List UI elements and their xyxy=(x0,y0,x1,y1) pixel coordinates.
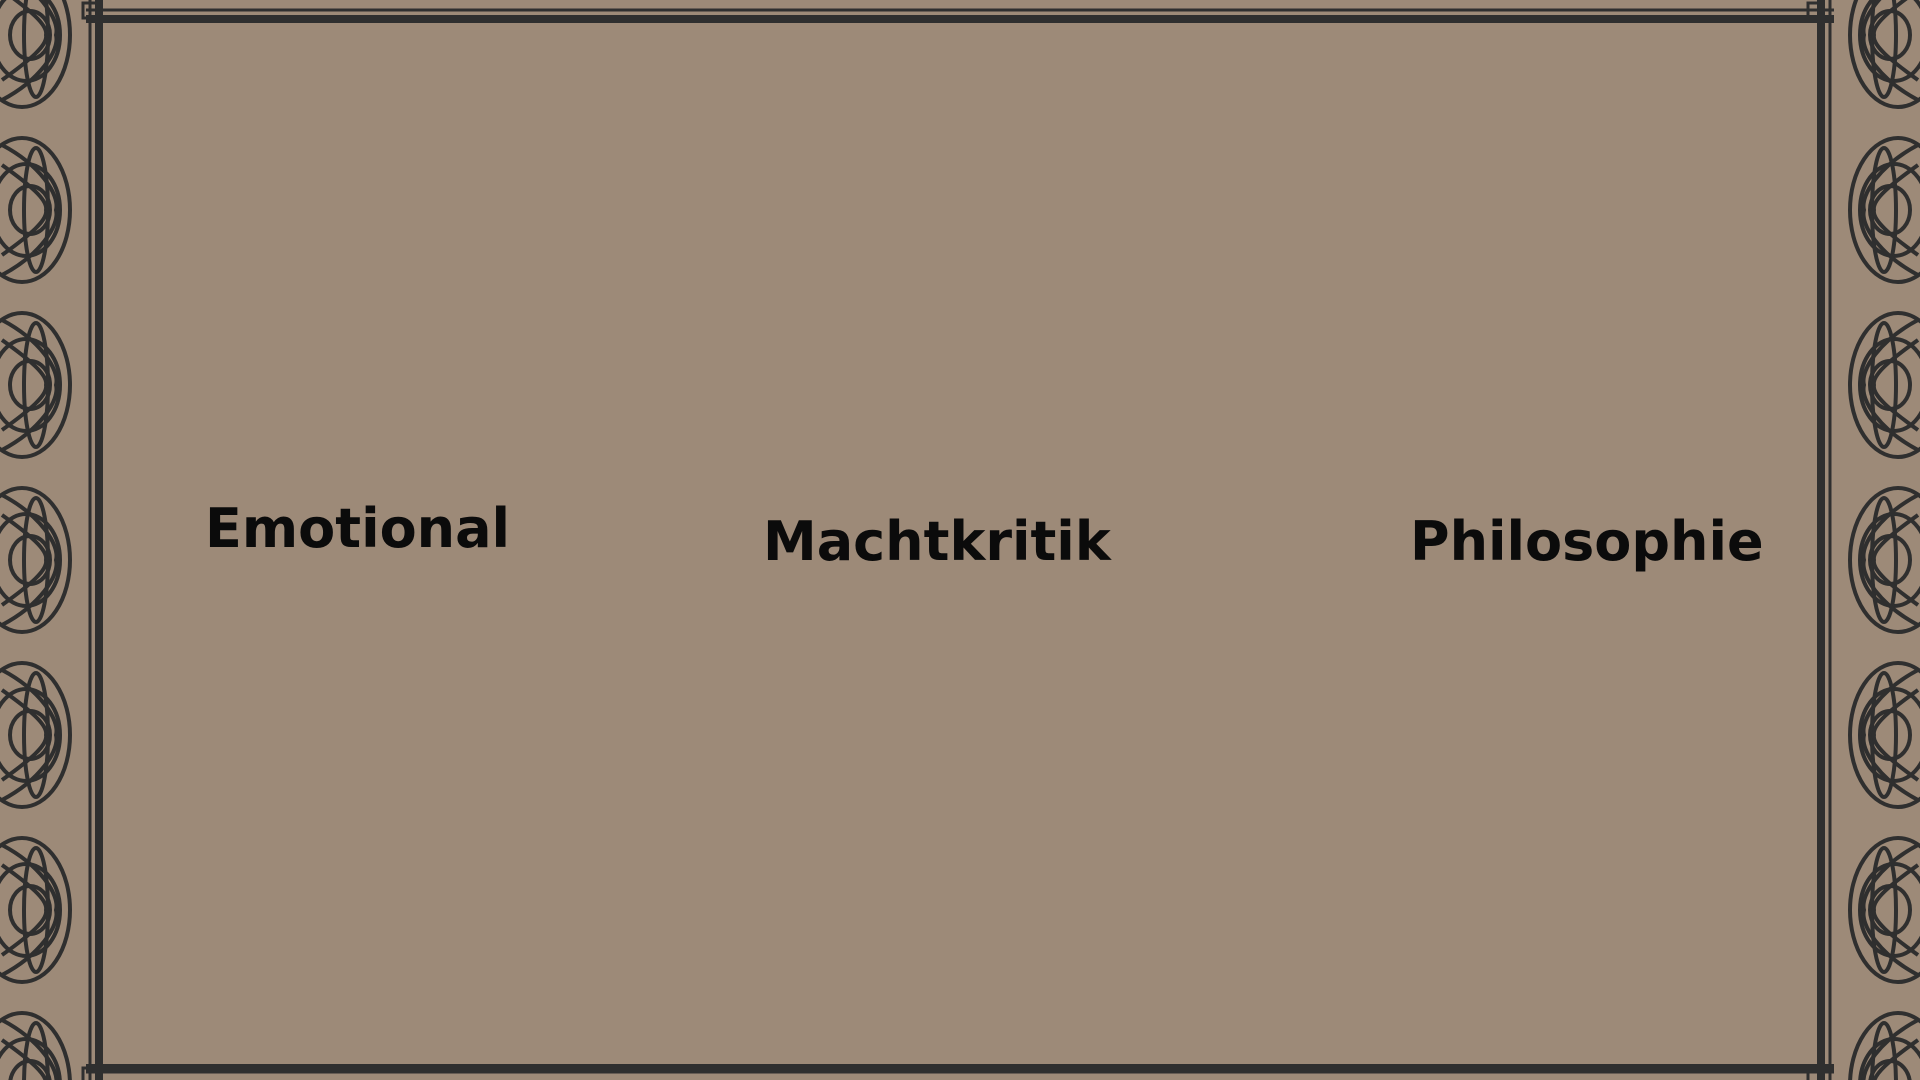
word-machtkritik: Machtkritik xyxy=(763,510,1111,573)
word-emotional: Emotional xyxy=(205,497,511,560)
word-philosophie: Philosophie xyxy=(1410,510,1764,573)
